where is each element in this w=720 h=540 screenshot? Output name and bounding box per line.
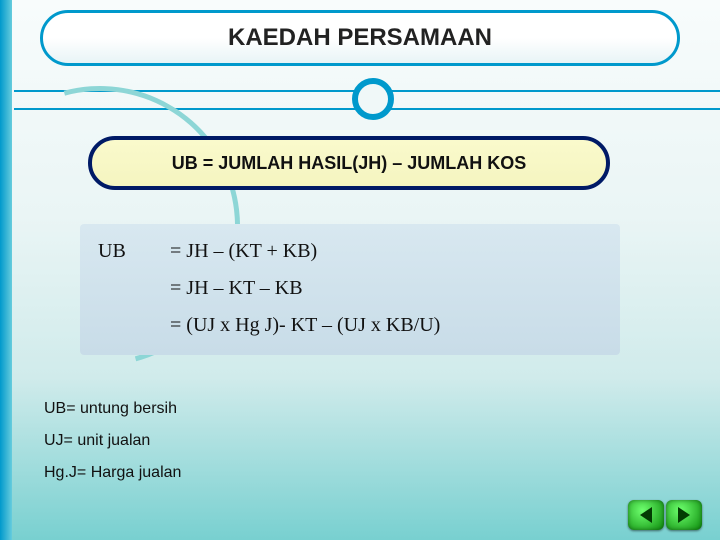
equation-line: = JH – KT – KB <box>170 277 602 300</box>
equation-row: = (UJ x Hg J)- KT – (UJ x KB/U) <box>98 314 602 337</box>
arrow-left-icon <box>640 507 652 523</box>
prev-button[interactable] <box>628 500 664 530</box>
legend-item: UJ= unit jualan <box>44 432 181 450</box>
main-formula-pill: UB = JUMLAH HASIL(JH) – JUMLAH KOS <box>88 136 610 190</box>
equation-line: = (UJ x Hg J)- KT – (UJ x KB/U) <box>170 314 602 337</box>
arrow-right-icon <box>678 507 690 523</box>
equation-box: UB = JH – (KT + KB) = JH – KT – KB = (UJ… <box>80 224 620 355</box>
legend-block: UB= untung bersih UJ= unit jualan Hg.J= … <box>44 400 181 496</box>
equation-label: UB <box>98 240 170 263</box>
equation-line: = JH – (KT + KB) <box>170 240 602 263</box>
title-bar: KAEDAH PERSAMAAN <box>40 10 680 66</box>
equation-row: UB = JH – (KT + KB) <box>98 240 602 263</box>
legend-item: UB= untung bersih <box>44 400 181 418</box>
center-ring-icon <box>352 78 394 120</box>
legend-item: Hg.J= Harga jualan <box>44 464 181 482</box>
equation-row: = JH – KT – KB <box>98 277 602 300</box>
nav-controls <box>628 500 702 530</box>
main-formula-text: UB = JUMLAH HASIL(JH) – JUMLAH KOS <box>172 153 527 174</box>
page-title: KAEDAH PERSAMAAN <box>228 24 492 52</box>
next-button[interactable] <box>666 500 702 530</box>
